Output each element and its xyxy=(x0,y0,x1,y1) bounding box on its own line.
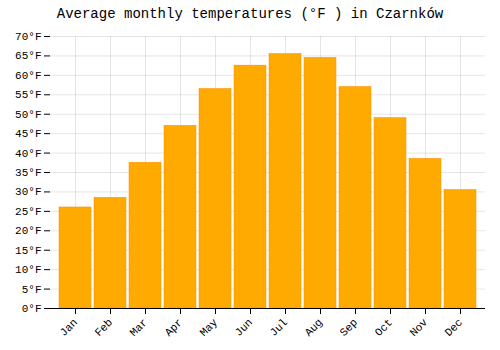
svg-text:35°F: 35°F xyxy=(15,167,41,179)
svg-text:30°F: 30°F xyxy=(15,186,41,198)
svg-text:25°F: 25°F xyxy=(15,206,41,218)
svg-text:70°F: 70°F xyxy=(15,31,41,43)
svg-text:40°F: 40°F xyxy=(15,148,41,160)
svg-text:Nov: Nov xyxy=(408,316,431,339)
svg-text:50°F: 50°F xyxy=(15,109,41,121)
svg-text:Aug: Aug xyxy=(303,316,325,338)
svg-text:55°F: 55°F xyxy=(15,89,41,101)
svg-text:Sep: Sep xyxy=(338,316,360,338)
svg-text:15°F: 15°F xyxy=(15,245,41,257)
svg-text:Apr: Apr xyxy=(163,316,185,338)
svg-text:May: May xyxy=(198,316,221,339)
svg-text:Dec: Dec xyxy=(443,316,465,338)
svg-text:Jul: Jul xyxy=(268,316,290,338)
svg-text:10°F: 10°F xyxy=(15,264,41,276)
svg-text:65°F: 65°F xyxy=(15,50,41,62)
svg-text:Feb: Feb xyxy=(93,316,115,338)
svg-text:Mar: Mar xyxy=(128,316,150,338)
svg-text:60°F: 60°F xyxy=(15,70,41,82)
svg-text:Oct: Oct xyxy=(373,316,395,338)
svg-text:45°F: 45°F xyxy=(15,128,41,140)
svg-text:5°F: 5°F xyxy=(22,284,42,296)
svg-text:20°F: 20°F xyxy=(15,225,41,237)
svg-text:0°F: 0°F xyxy=(22,303,42,315)
svg-text:Jan: Jan xyxy=(58,316,80,338)
svg-text:Jun: Jun xyxy=(233,316,255,338)
html-text:Average monthly temperatures (: Average monthly temperatures (°F ) in Cz… xyxy=(56,6,444,22)
